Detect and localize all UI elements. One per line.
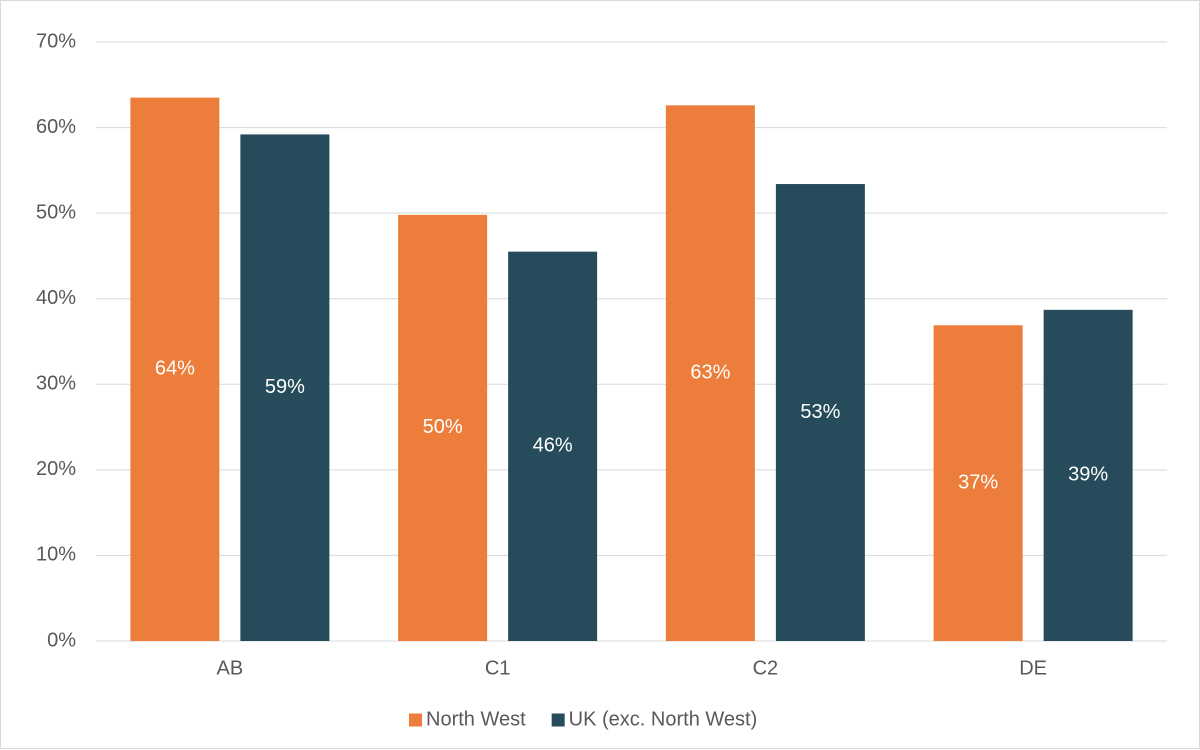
y-tick-label: 0%: [47, 629, 76, 651]
y-tick-label: 60%: [36, 116, 76, 138]
legend-swatch: [551, 713, 565, 727]
bar-north-west-c2: [665, 105, 755, 641]
y-tick-label: 40%: [36, 287, 76, 309]
bar-north-west-de: [933, 325, 1023, 641]
x-tick-label: AB: [217, 657, 244, 679]
legend-label: North West: [426, 708, 526, 730]
bar-north-west-c1: [398, 214, 488, 641]
legend: North West UK (exc. North West): [409, 708, 757, 730]
x-axis-tick-labels: AB C1 C2 DE: [217, 657, 1047, 679]
data-label: 37%: [958, 471, 998, 493]
bar-north-west-ab: [130, 97, 220, 641]
x-tick-label: C2: [753, 657, 779, 679]
x-tick-label: DE: [1019, 657, 1047, 679]
y-tick-label: 20%: [36, 458, 76, 480]
bar-uk-exc-north-west-de: [1043, 309, 1133, 641]
data-label: 46%: [533, 435, 573, 457]
legend-label: UK (exc. North West): [569, 708, 758, 730]
data-label: 63%: [690, 361, 730, 383]
y-tick-label: 30%: [36, 373, 76, 395]
data-label: 50%: [423, 416, 463, 438]
bar-uk-exc-north-west-ab: [240, 134, 330, 641]
legend-swatch: [409, 713, 422, 727]
y-tick-label: 70%: [36, 30, 76, 52]
y-tick-label: 10%: [36, 544, 76, 566]
data-label: 53%: [800, 401, 840, 423]
y-tick-label: 50%: [36, 201, 76, 223]
data-label: 64%: [155, 358, 195, 380]
x-tick-label: C1: [485, 657, 511, 679]
bars: [130, 97, 1133, 641]
data-label: 59%: [265, 376, 305, 398]
data-labels: 64% 59% 50% 46% 63% 53% 37% 39%: [155, 358, 1108, 494]
bar-uk-exc-north-west-c1: [508, 251, 598, 641]
data-label: 39%: [1068, 464, 1108, 486]
y-axis-tick-labels: 0% 10% 20% 30% 40% 50% 60% 70%: [36, 30, 76, 651]
bar-uk-exc-north-west-c2: [775, 184, 865, 641]
